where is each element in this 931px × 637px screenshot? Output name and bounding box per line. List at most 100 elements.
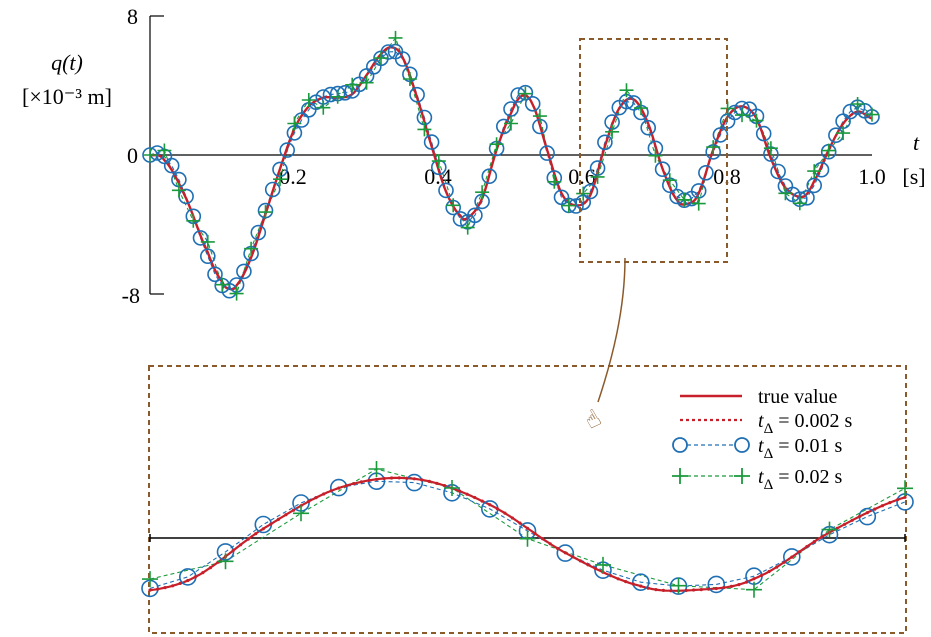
plus-marker	[706, 140, 721, 155]
fine-step-marker	[276, 517, 280, 522]
fine-step-marker	[269, 522, 273, 526]
circle-marker	[279, 142, 296, 158]
fine-step-marker	[156, 587, 160, 591]
x-axis-label: t	[913, 130, 920, 155]
fine-step-marker	[752, 577, 756, 581]
plus-marker	[605, 124, 620, 139]
plus-marker	[576, 186, 591, 201]
plus-marker	[778, 186, 793, 201]
plus-marker	[330, 89, 345, 104]
plus-marker	[244, 241, 259, 256]
plus-marker	[836, 126, 851, 141]
plus-marker	[301, 93, 316, 107]
fine-step-marker	[163, 586, 167, 590]
circle-marker	[405, 473, 424, 492]
legend-label-true: true value	[758, 386, 838, 408]
fine-step-marker	[510, 516, 514, 520]
fine-step-marker	[352, 482, 356, 486]
plus-marker	[287, 116, 302, 131]
circle-marker	[524, 96, 541, 112]
fine-step-marker	[661, 588, 666, 593]
fine-step-marker	[420, 478, 424, 482]
fine-step-marker	[797, 550, 801, 554]
plus-marker	[749, 113, 764, 128]
circle-marker	[438, 182, 454, 199]
plus-marker	[142, 571, 158, 588]
plus-marker	[619, 83, 634, 98]
y-tick-label-neg8: -8	[122, 283, 140, 308]
plus-marker	[590, 169, 605, 184]
fine-step-marker	[427, 479, 431, 483]
fine-step-marker	[503, 511, 507, 515]
plus-marker	[186, 213, 201, 228]
legend-marker-circle-left	[672, 437, 688, 453]
fine-step-marker	[843, 522, 847, 526]
fine-step-marker	[699, 588, 703, 592]
fine-step-marker	[707, 587, 711, 591]
circle-marker	[755, 125, 772, 142]
fine-step-marker	[729, 584, 734, 589]
fine-step-marker	[186, 578, 190, 583]
fine-step-marker	[895, 498, 900, 502]
plus-marker	[897, 480, 913, 497]
fine-step-marker	[646, 586, 650, 590]
fine-step-marker	[344, 484, 348, 488]
fine-step-marker	[322, 492, 326, 496]
circle-marker	[163, 157, 180, 174]
fine-step-marker	[458, 489, 462, 493]
circle-marker	[236, 263, 252, 280]
fine-step-marker	[442, 484, 447, 488]
fine-step-marker	[873, 507, 877, 511]
plus-marker	[316, 100, 331, 115]
y-axis-label: q(t)	[51, 50, 83, 75]
inset-series-group	[141, 461, 914, 598]
y-axis-unit: [×10⁻³ m]	[22, 84, 112, 109]
fine-step-marker	[178, 581, 182, 586]
fine-step-marker	[563, 551, 567, 555]
fine-step-marker	[201, 571, 205, 575]
fine-step-marker	[284, 513, 288, 517]
fine-step-marker	[586, 563, 590, 567]
plus-marker	[217, 553, 234, 570]
fine-step-marker	[767, 569, 771, 574]
plus-marker	[345, 77, 360, 92]
fine-step-marker	[374, 477, 379, 481]
plus-marker	[444, 480, 460, 496]
fine-step-marker	[488, 503, 492, 507]
fine-step-marker	[382, 476, 386, 481]
plus-marker	[143, 148, 157, 162]
circle-marker	[631, 573, 650, 592]
fine-step-marker	[525, 526, 530, 530]
plus-marker	[431, 154, 446, 169]
fine-step-marker	[624, 580, 628, 584]
fine-step-marker	[850, 518, 854, 522]
plus-marker	[763, 141, 778, 156]
plus-marker	[293, 505, 309, 522]
fine-step-marker	[616, 577, 620, 581]
plus-marker	[821, 143, 836, 158]
fine-step-marker	[261, 527, 265, 531]
fine-step-marker	[541, 537, 545, 541]
circle-marker	[806, 177, 823, 194]
y-tick-label-0: 0	[127, 143, 138, 168]
fine-step-marker	[631, 582, 635, 586]
legend-item-0-02: tΔ = 0.02 s	[672, 466, 842, 493]
plus-marker	[475, 185, 490, 200]
pointing-hand-icon: ☝	[579, 404, 606, 436]
fine-step-marker	[533, 532, 537, 536]
fine-step-marker	[775, 565, 779, 569]
fine-step-marker	[639, 584, 643, 588]
plus-marker	[634, 101, 648, 116]
plus-marker	[821, 521, 838, 538]
plus-marker	[374, 51, 388, 66]
circle-marker	[640, 119, 657, 136]
legend: true value tΔ = 0.002 s tΔ = 0.01 s tΔ =…	[672, 386, 852, 493]
fine-step-marker	[208, 566, 212, 570]
plus-marker	[215, 277, 230, 292]
fine-step-marker	[367, 478, 371, 482]
circle-marker	[264, 181, 281, 198]
plus-marker	[746, 581, 762, 598]
fine-step-marker	[397, 476, 401, 480]
fine-step-marker	[148, 588, 152, 592]
fine-step-marker	[737, 583, 741, 587]
